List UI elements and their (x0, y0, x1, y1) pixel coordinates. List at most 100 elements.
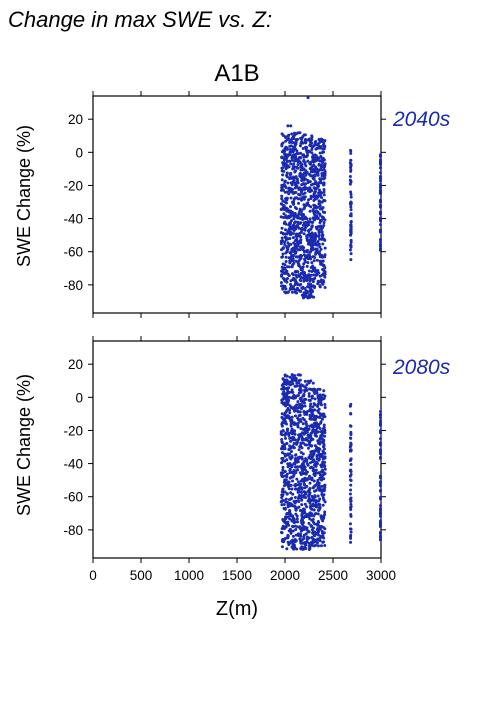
y-axis-label-bottom: SWE Change (%) (14, 374, 34, 516)
data-point (284, 404, 288, 408)
data-point (280, 451, 284, 455)
data-point (291, 191, 295, 195)
data-point (284, 255, 288, 259)
data-point (379, 508, 382, 512)
data-point (313, 153, 317, 157)
data-point (315, 454, 319, 458)
data-point (297, 494, 301, 498)
data-point (295, 291, 299, 295)
data-point (283, 190, 287, 194)
data-point (312, 479, 316, 483)
data-point (318, 138, 322, 142)
data-point (321, 272, 325, 276)
data-point (305, 236, 309, 240)
data-point (280, 197, 284, 201)
data-point (280, 207, 284, 211)
data-point (317, 415, 321, 419)
data-point (288, 236, 292, 240)
data-point (291, 438, 295, 442)
data-point (305, 528, 309, 532)
data-point (379, 174, 382, 178)
data-point (301, 270, 305, 274)
data-point (284, 374, 288, 378)
data-point (286, 480, 290, 484)
data-point (293, 374, 297, 378)
data-point (283, 263, 287, 267)
data-point (297, 259, 301, 263)
data-point (288, 510, 292, 514)
data-point (315, 227, 319, 231)
data-point (315, 445, 319, 449)
data-point (306, 463, 310, 467)
data-point (322, 223, 326, 227)
data-point (296, 163, 300, 167)
data-point (349, 448, 353, 452)
data-point (294, 471, 298, 475)
data-point (288, 444, 292, 448)
data-point (287, 137, 291, 141)
data-point (280, 440, 284, 444)
data-point (322, 489, 326, 493)
data-point (287, 382, 291, 386)
data-point (307, 433, 311, 437)
data-point (309, 409, 313, 413)
data-point (302, 196, 306, 200)
data-point (279, 215, 283, 219)
data-point (305, 138, 309, 142)
data-point (318, 245, 322, 249)
data-point (313, 397, 317, 401)
data-point (302, 536, 306, 540)
data-point (313, 534, 317, 538)
data-point (307, 496, 311, 500)
data-point (287, 498, 291, 502)
data-point (283, 436, 287, 440)
data-point (300, 436, 304, 440)
data-point (319, 514, 323, 518)
data-point (323, 402, 327, 406)
data-point (293, 159, 297, 163)
data-point (349, 228, 353, 232)
data-point (379, 159, 382, 163)
data-point (283, 180, 287, 184)
data-point (293, 496, 297, 500)
data-point (322, 165, 326, 169)
data-point (291, 231, 295, 235)
data-point (349, 205, 353, 209)
data-point (286, 520, 290, 524)
data-point (310, 148, 314, 152)
data-point (314, 273, 318, 277)
data-point (379, 419, 382, 423)
data-point (315, 425, 319, 429)
data-point (301, 182, 305, 186)
data-point (287, 216, 291, 220)
data-point (319, 434, 323, 438)
data-point (279, 500, 283, 504)
data-point (300, 464, 304, 468)
x-axis-label: Z(m) (216, 598, 258, 620)
data-point (323, 415, 327, 419)
data-point (301, 422, 305, 426)
data-point (292, 136, 296, 140)
data-point (323, 246, 327, 250)
data-point (301, 469, 305, 473)
data-point (303, 476, 307, 480)
data-point (313, 270, 317, 274)
data-point (321, 441, 325, 445)
data-point (282, 204, 286, 208)
y-tick-label: 20 (68, 357, 83, 372)
data-point (349, 208, 353, 212)
data-point (296, 157, 300, 161)
data-point (291, 539, 295, 543)
data-point (322, 188, 326, 192)
data-point (296, 480, 300, 484)
data-point (280, 503, 284, 507)
data-point (316, 387, 320, 391)
data-point (313, 189, 317, 193)
data-point (281, 252, 285, 256)
x-tick-label: 0 (89, 568, 97, 583)
data-point (303, 185, 307, 189)
data-point (296, 425, 300, 429)
data-point (349, 530, 353, 534)
data-point (308, 474, 312, 478)
data-point (290, 420, 294, 424)
